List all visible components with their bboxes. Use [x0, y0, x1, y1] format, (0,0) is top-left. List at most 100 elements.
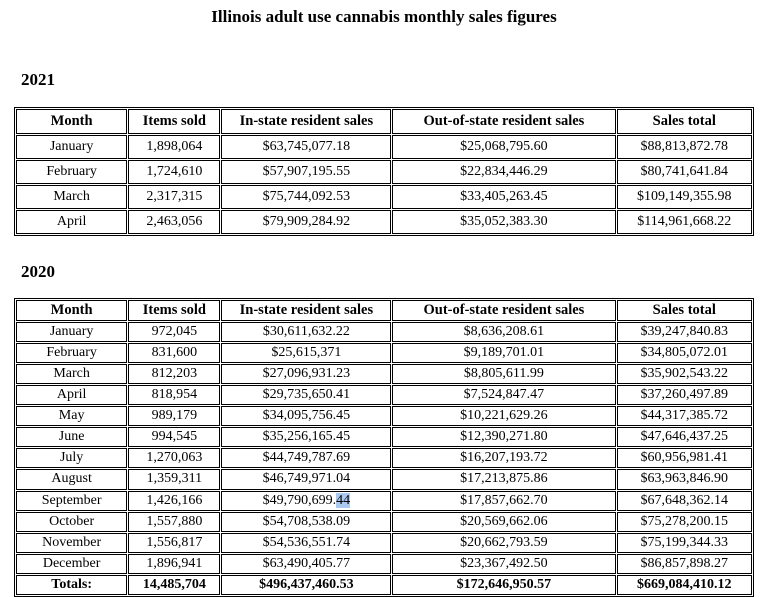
table-cell: $22,834,446.29 — [392, 159, 616, 184]
table-cell: $75,199,344.33 — [616, 532, 752, 553]
table-cell: January — [16, 134, 128, 159]
table-cell: $30,611,632.22 — [221, 321, 392, 342]
table-cell: $35,052,383.30 — [392, 210, 616, 235]
table-cell: 994,545 — [128, 427, 221, 448]
column-header: In-state resident sales — [221, 300, 392, 321]
table-cell: $25,068,795.60 — [392, 134, 616, 159]
table-cell: $46,749,971.04 — [221, 469, 392, 490]
table-cell: $27,096,931.23 — [221, 364, 392, 385]
table-cell: 1,426,166 — [128, 490, 221, 511]
table-cell: 989,179 — [128, 406, 221, 427]
table-cell: $75,278,200.15 — [616, 511, 752, 532]
table-row: December 1,896,941 $63,490,405.77 $23,367,4… — [16, 553, 752, 574]
table-cell: $25,615,371 — [221, 342, 392, 363]
column-header: Sales total — [616, 109, 752, 134]
table-cell: 2,317,315 — [128, 184, 221, 210]
table-cell: 1,898,064 — [128, 134, 221, 159]
table-cell: October — [16, 511, 128, 532]
table-cell: 2,463,056 — [128, 210, 221, 235]
table-cell: $109,149,355.98 — [616, 184, 752, 210]
table-cell: $8,805,611.99 — [392, 364, 616, 385]
table-row: January 1,898,064 $63,745,077.18 $25,068,79… — [16, 134, 752, 159]
table-cell: $39,247,840.83 — [616, 321, 752, 342]
column-header: Out-of-state resident sales — [392, 109, 616, 134]
table-row: January 972,045 $30,611,632.22 $8,636,208.6… — [16, 321, 752, 342]
table-cell: June — [16, 427, 128, 448]
table-row: April 2,463,056 $79,909,284.92 $35,052,383.… — [16, 210, 752, 235]
table-cell: $88,813,872.78 — [616, 134, 752, 159]
section-2021: 2021 Month Items sold In-state resident sa… — [14, 70, 754, 237]
table-cell: $8,636,208.61 — [392, 321, 616, 342]
table-cell: $67,648,362.14 — [616, 490, 752, 511]
table-cell: $63,490,405.77 — [221, 553, 392, 574]
table-cell: $54,536,551.74 — [221, 532, 392, 553]
table-cell: April — [16, 210, 128, 235]
table-row: June 994,545 $35,256,165.45 $12,390,271.80 $… — [16, 427, 752, 448]
table-cell: $57,907,195.55 — [221, 159, 392, 184]
sales-table-2020: Month Items sold In-state resident sales Ou… — [14, 298, 754, 597]
table-cell: $496,437,460.53 — [221, 574, 392, 596]
table-cell: 1,359,311 — [128, 469, 221, 490]
table-row: August 1,359,311 $46,749,971.04 $17,213,875… — [16, 469, 752, 490]
table-row: April 818,954 $29,735,650.41 $7,524,847.47 $… — [16, 385, 752, 406]
table-cell: $44,317,385.72 — [616, 406, 752, 427]
column-header: Month — [16, 300, 128, 321]
table-cell: $9,189,701.01 — [392, 342, 616, 363]
table-cell: $80,741,641.84 — [616, 159, 752, 184]
table-cell: November — [16, 532, 128, 553]
table-cell: $12,390,271.80 — [392, 427, 616, 448]
table-cell: 831,600 — [128, 342, 221, 363]
table-header-row: Month Items sold In-state resident sales Ou… — [16, 300, 752, 321]
column-header: Sales total — [616, 300, 752, 321]
table-cell: $669,084,410.12 — [616, 574, 752, 596]
table-cell: $60,956,981.41 — [616, 448, 752, 469]
table-cell: $35,256,165.45 — [221, 427, 392, 448]
table-cell: February — [16, 159, 128, 184]
table-cell: 1,556,817 — [128, 532, 221, 553]
table-cell: $47,646,437.25 — [616, 427, 752, 448]
table-cell: May — [16, 406, 128, 427]
table-row: September 1,426,166 $49,790,699.44 $17,857,… — [16, 490, 752, 511]
table-cell: January — [16, 321, 128, 342]
table-cell: $172,646,950.57 — [392, 574, 616, 596]
totals-row: Totals: 14,485,704 $496,437,460.53 $172,646… — [16, 574, 752, 596]
table-cell: $54,708,538.09 — [221, 511, 392, 532]
table-cell: $7,524,847.47 — [392, 385, 616, 406]
table-cell: $79,909,284.92 — [221, 210, 392, 235]
table-cell: $20,569,662.06 — [392, 511, 616, 532]
table-cell: $20,662,793.59 — [392, 532, 616, 553]
sales-table-2021: Month Items sold In-state resident sales Ou… — [14, 107, 754, 237]
table-cell: $33,405,263.45 — [392, 184, 616, 210]
column-header: Items sold — [128, 300, 221, 321]
table-cell: 818,954 — [128, 385, 221, 406]
table-cell: $29,735,650.41 — [221, 385, 392, 406]
table-row: July 1,270,063 $44,749,787.69 $16,207,193.7… — [16, 448, 752, 469]
table-cell: $10,221,629.26 — [392, 406, 616, 427]
table-cell: 14,485,704 — [128, 574, 221, 596]
table-cell: $17,857,662.70 — [392, 490, 616, 511]
table-row: May 989,179 $34,095,756.45 $10,221,629.26 $4… — [16, 406, 752, 427]
table-cell: 812,203 — [128, 364, 221, 385]
table-cell: $34,095,756.45 — [221, 406, 392, 427]
table-cell: August — [16, 469, 128, 490]
table-cell: September — [16, 490, 128, 511]
table-cell: 1,270,063 — [128, 448, 221, 469]
table-cell: $44,749,787.69 — [221, 448, 392, 469]
table-row: November 1,556,817 $54,536,551.74 $20,662,7… — [16, 532, 752, 553]
column-header: Items sold — [128, 109, 221, 134]
table-cell: $37,260,497.89 — [616, 385, 752, 406]
table-cell: $86,857,898.27 — [616, 553, 752, 574]
table-cell: April — [16, 385, 128, 406]
column-header: In-state resident sales — [221, 109, 392, 134]
table-row: February 1,724,610 $57,907,195.55 $22,834,4… — [16, 159, 752, 184]
table-cell: 972,045 — [128, 321, 221, 342]
column-header: Month — [16, 109, 128, 134]
table-cell: $16,207,193.72 — [392, 448, 616, 469]
year-heading-2021: 2021 — [21, 70, 55, 90]
table-cell: $35,902,543.22 — [616, 364, 752, 385]
table-cell: 1,724,610 — [128, 159, 221, 184]
column-header: Out-of-state resident sales — [392, 300, 616, 321]
table-cell: March — [16, 184, 128, 210]
section-2020: 2020 Month Items sold In-state resident sa… — [14, 262, 754, 597]
